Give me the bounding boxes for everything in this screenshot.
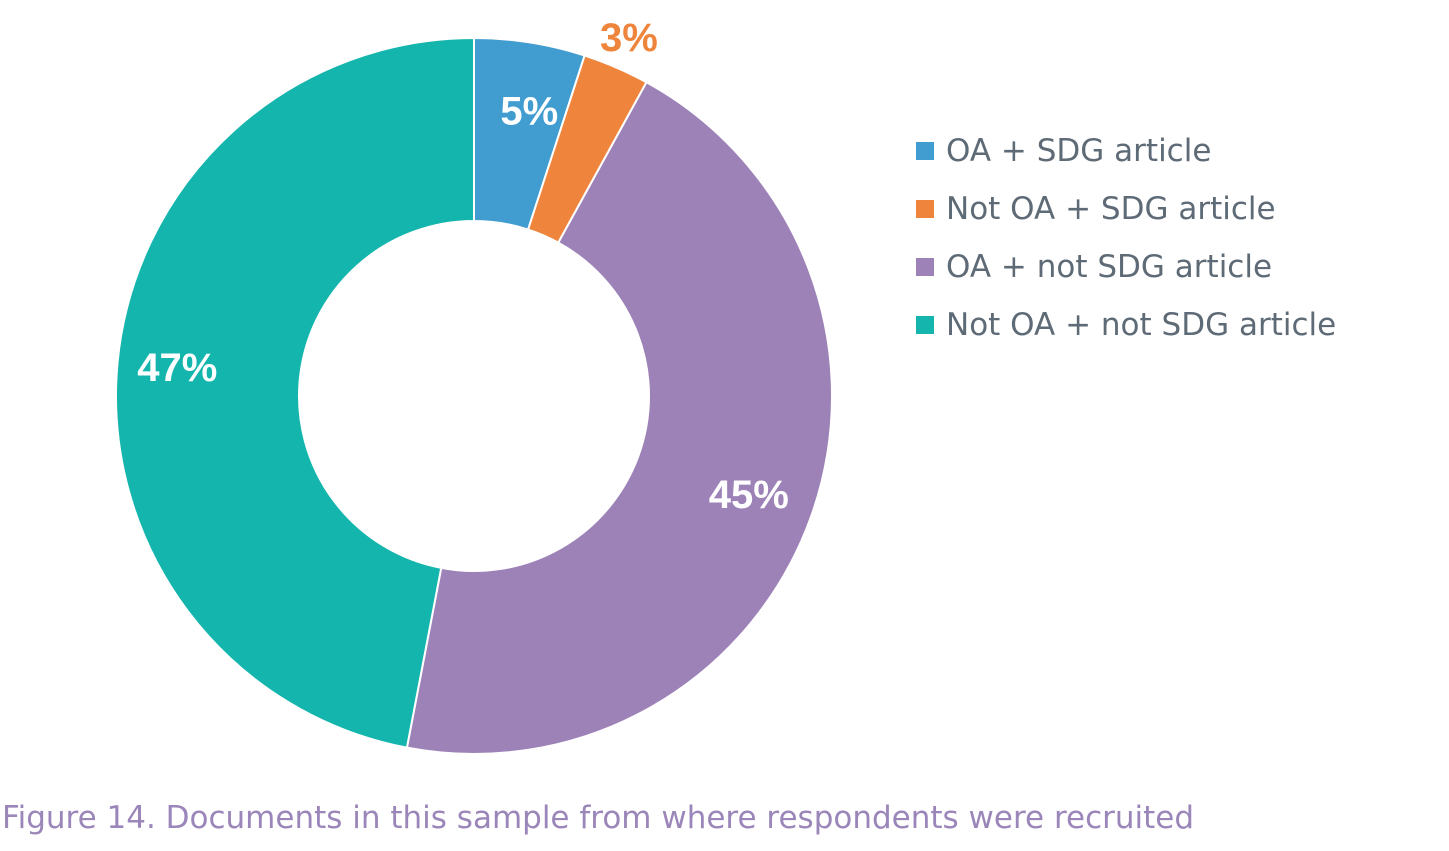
legend: OA + SDG article Not OA + SDG article OA +… [916,122,1336,354]
legend-item-not-oa-plus-sdg-article: Not OA + SDG article [916,180,1336,238]
legend-label: Not OA + not SDG article [946,307,1337,343]
legend-label: OA + not SDG article [946,249,1273,285]
legend-swatch [916,200,934,218]
legend-label: OA + SDG article [946,133,1212,169]
legend-item-oa-plus-not-sdg-article: OA + not SDG article [916,238,1336,296]
slice-oa-plus-not-sdg-article [405,80,833,755]
legend-label: Not OA + SDG article [946,191,1276,227]
data-labels: 5% 3% 45% 47% [137,16,788,517]
figure-caption: Figure 14. Documents in this sample from… [2,800,1195,836]
data-label-not-oa-plus-not-sdg-article: 47% [137,346,217,390]
slice-not-oa-plus-not-sdg-article [115,36,475,749]
data-label-oa-plus-sdg-article: 5% [500,89,558,133]
legend-item-not-oa-plus-not-sdg-article: Not OA + not SDG article [916,296,1336,354]
legend-swatch [916,258,934,276]
data-label-oa-plus-not-sdg-article: 45% [709,473,789,517]
legend-swatch [916,316,934,334]
legend-item-oa-plus-sdg-article: OA + SDG article [916,122,1336,180]
legend-swatch [916,142,934,160]
data-label-not-oa-plus-sdg-article: 3% [600,16,658,60]
donut-slices [115,36,833,755]
